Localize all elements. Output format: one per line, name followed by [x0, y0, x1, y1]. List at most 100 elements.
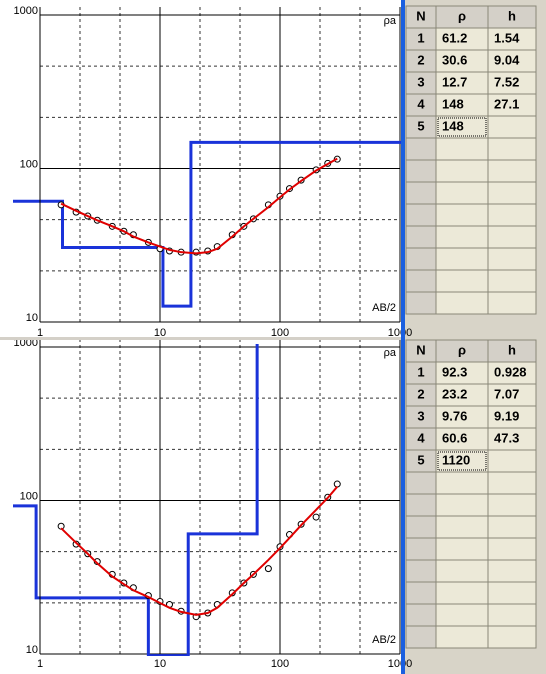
- x-tick-label: 1000: [388, 327, 412, 339]
- x-tick-label: 10: [154, 658, 166, 670]
- x-axis-label: AB/2: [372, 634, 396, 646]
- table-cell: [487, 225, 537, 249]
- table-value: 1: [417, 364, 424, 379]
- table-cell: [405, 515, 437, 539]
- data-point: [312, 513, 320, 521]
- column-header: N: [416, 8, 425, 23]
- table-value: 27.1: [494, 96, 519, 111]
- y-tick-label: 10: [26, 644, 38, 656]
- table-cell: [405, 493, 437, 517]
- table-cell: [487, 247, 537, 271]
- table-cell: [405, 247, 437, 271]
- table-value: 7.52: [494, 74, 519, 89]
- y-axis-label: ρa: [384, 15, 397, 27]
- table-cell: [405, 537, 437, 561]
- table-cell: [435, 291, 489, 315]
- selected-cell: [437, 451, 487, 471]
- table-value: 4: [417, 430, 425, 445]
- table-value: 12.7: [442, 74, 467, 89]
- y-tick-label: 1000: [14, 5, 38, 17]
- table-value: 30.6: [442, 52, 467, 67]
- table-cell: [487, 559, 537, 583]
- table-value: 148: [442, 118, 464, 133]
- table-cell: [435, 247, 489, 271]
- x-axis-label: AB/2: [372, 302, 396, 314]
- table-value: 61.2: [442, 30, 467, 45]
- table-value: 60.6: [442, 430, 467, 445]
- table-cell: [405, 137, 437, 161]
- table-cell: [435, 137, 489, 161]
- table-cell: [435, 225, 489, 249]
- table-value: 3: [417, 74, 424, 89]
- table-cell: [405, 225, 437, 249]
- table-cell: [405, 203, 437, 227]
- table-cell: [487, 471, 537, 495]
- column-header: ρ: [458, 8, 466, 23]
- column-header: ρ: [458, 342, 466, 357]
- fitted-curve: [60, 157, 338, 255]
- table-cell: [435, 515, 489, 539]
- table-cell: [405, 625, 437, 649]
- table-cell: [487, 493, 537, 517]
- table-cell: [487, 449, 537, 473]
- layer-model: [13, 140, 401, 308]
- table-value: 7.07: [494, 386, 519, 401]
- table-cell: [405, 291, 437, 315]
- fitted-curve: [60, 486, 339, 616]
- table-cell: [487, 269, 537, 293]
- table-value: 148: [442, 96, 464, 111]
- table-cell: [487, 159, 537, 183]
- table-value: 47.3: [494, 430, 519, 445]
- table-cell: [405, 559, 437, 583]
- table-value: 5: [417, 118, 424, 133]
- table-cell: [435, 203, 489, 227]
- y-tick-label: 10: [26, 312, 38, 324]
- table-value: 1120: [442, 452, 470, 467]
- table-value: 4: [417, 96, 425, 111]
- table-cell: [487, 603, 537, 627]
- y-tick-label: 100: [20, 158, 38, 170]
- table-cell: [435, 559, 489, 583]
- table-cell: [405, 159, 437, 183]
- table-value: 2: [417, 386, 424, 401]
- column-header: h: [508, 8, 516, 23]
- table-cell: [435, 159, 489, 183]
- table-cell: [435, 493, 489, 517]
- table-value: 5: [417, 452, 424, 467]
- table-value: 1: [417, 30, 424, 45]
- table-value: 23.2: [442, 386, 467, 401]
- table-cell: [487, 581, 537, 605]
- table-cell: [487, 291, 537, 315]
- table-cell: [405, 269, 437, 293]
- table-value: 9.19: [494, 408, 519, 423]
- column-header: N: [416, 342, 425, 357]
- column-header: h: [508, 342, 516, 357]
- splitter: [0, 337, 401, 340]
- table-value: 2: [417, 52, 424, 67]
- x-tick-label: 100: [271, 658, 289, 670]
- layer-model: [13, 344, 259, 656]
- table-cell: [435, 603, 489, 627]
- table-value: 3: [417, 408, 424, 423]
- table-value: 0.928: [494, 364, 527, 379]
- y-tick-label: 100: [20, 490, 38, 502]
- data-point: [264, 565, 272, 573]
- table-cell: [435, 471, 489, 495]
- selected-cell: [437, 117, 487, 137]
- x-tick-label: 10: [154, 327, 166, 339]
- table-value: 9.76: [442, 408, 467, 423]
- table-cell: [435, 181, 489, 205]
- table-value: 1.54: [494, 30, 520, 45]
- table-cell: [487, 181, 537, 205]
- table-cell: [405, 471, 437, 495]
- table-value: 92.3: [442, 364, 467, 379]
- table-cell: [435, 581, 489, 605]
- table-cell: [435, 269, 489, 293]
- x-tick-label: 100: [271, 327, 289, 339]
- table-cell: [405, 181, 437, 205]
- table-cell: [435, 625, 489, 649]
- table-value: 9.04: [494, 52, 520, 67]
- table-cell: [405, 603, 437, 627]
- y-axis-label: ρa: [384, 347, 397, 359]
